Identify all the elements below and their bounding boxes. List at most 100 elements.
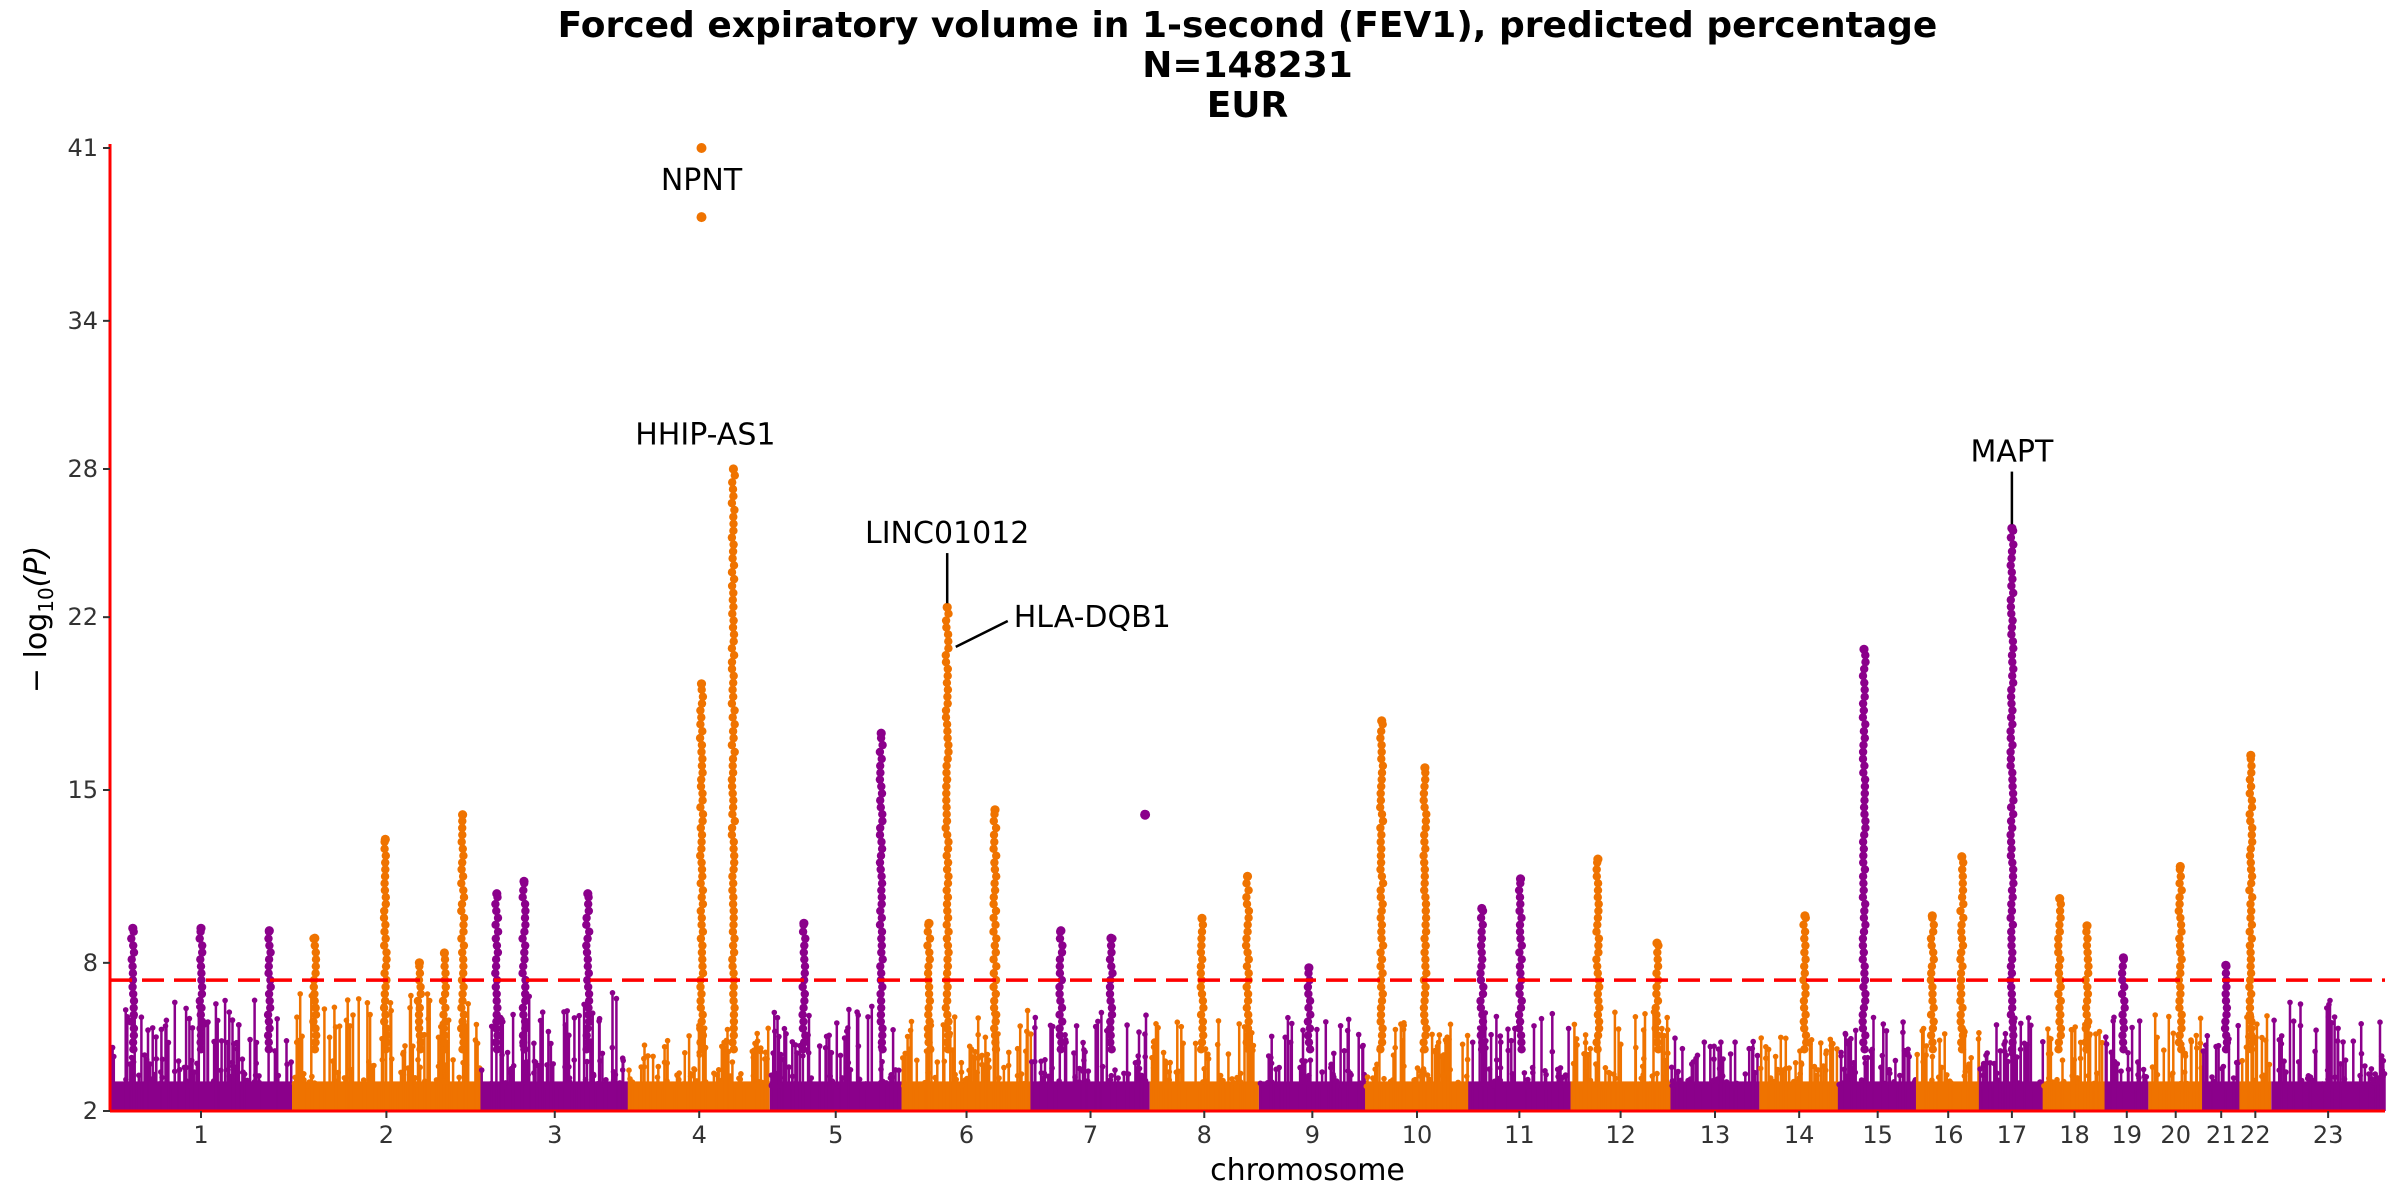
- snp-point: [1486, 1066, 1493, 1072]
- peak-snp-point: [1592, 1038, 1601, 1047]
- peak-snp-point: [2007, 941, 2016, 950]
- peak-snp-point: [2056, 1024, 2066, 1033]
- peak-snp-point: [798, 1045, 808, 1054]
- peak-snp-point: [728, 478, 737, 487]
- peak-snp-point: [2009, 810, 2018, 819]
- peak-snp-point: [1476, 975, 1486, 985]
- snp-point: [299, 1033, 305, 1040]
- snp-point: [1732, 1039, 1738, 1045]
- peak-snp-point: [521, 982, 530, 992]
- peak-snp-point: [1197, 934, 1206, 943]
- peak-snp-point: [2008, 1038, 2017, 1047]
- snp-point: [1396, 1081, 1403, 1087]
- snp-point: [1502, 1081, 1509, 1088]
- snp-point: [1701, 1039, 1708, 1045]
- peak-snp-point: [311, 955, 321, 964]
- snp-point: [294, 1014, 300, 1020]
- peak-snp-point: [2245, 996, 2254, 1006]
- peak-snp-point: [583, 934, 592, 943]
- peak-snp-point: [1860, 775, 1870, 784]
- peak-snp-point: [2246, 913, 2255, 923]
- peak-snp-point: [1198, 996, 1208, 1006]
- peak-snp-point: [439, 1010, 448, 1019]
- x-tick-label-chrom-6: 6: [959, 1121, 974, 1149]
- snp-point: [1774, 1066, 1781, 1073]
- peak-snp-point: [698, 899, 708, 909]
- peak-snp-point: [2007, 969, 2017, 978]
- snp-point: [846, 1006, 852, 1013]
- peak-snp-point: [1858, 713, 1868, 722]
- peak-snp-point: [2007, 906, 2017, 916]
- snp-point: [590, 1073, 597, 1079]
- peak-snp-point: [2247, 761, 2256, 770]
- peak-snp-point: [923, 927, 932, 936]
- peak-snp-point: [1859, 858, 1868, 867]
- peak-snp-point: [728, 623, 738, 632]
- snp-point: [2074, 1075, 2081, 1081]
- peak-snp-point: [875, 747, 885, 757]
- snp-point: [2362, 1063, 2368, 1069]
- snp-point: [1883, 1028, 1890, 1034]
- peak-snp-point: [1056, 1045, 1066, 1054]
- snp-point: [966, 1043, 973, 1050]
- peak-snp-point: [2006, 727, 2015, 736]
- peak-snp-point: [491, 969, 500, 978]
- peak-snp-point: [1861, 920, 1870, 929]
- snp-point: [1593, 1061, 1599, 1067]
- snp-point: [1024, 1028, 1030, 1035]
- snp-point: [147, 1061, 153, 1067]
- peak-snp-point: [2246, 975, 2255, 985]
- peak-snp-point: [1107, 1045, 1116, 1054]
- peak-snp-point: [459, 982, 468, 992]
- peak-snp-point: [1376, 803, 1385, 812]
- peak-snp-point: [1858, 934, 1868, 943]
- peak-snp-point: [727, 664, 737, 674]
- snp-point: [1225, 1051, 1232, 1057]
- snp-point: [1289, 1020, 1295, 1027]
- peak-snp-point: [943, 879, 953, 888]
- snp-point: [1661, 1057, 1668, 1064]
- snp-point: [2220, 1063, 2227, 1070]
- peak-snp-point: [941, 657, 951, 667]
- peak-snp-point: [942, 623, 951, 632]
- snp-point: [655, 1063, 662, 1070]
- peak-snp-point: [942, 851, 951, 860]
- snp-point: [2018, 1020, 2024, 1027]
- peak-snp-point: [128, 975, 138, 985]
- peak-snp-point: [989, 899, 998, 909]
- peak-snp-point: [1377, 810, 1387, 819]
- snp-point: [2313, 1027, 2319, 1033]
- peak-snp-point: [1197, 989, 1207, 999]
- peak-snp-point: [2008, 740, 2017, 750]
- peak-snp-point: [311, 1038, 320, 1047]
- peak-snp-point: [943, 955, 952, 964]
- snp-point: [2103, 1034, 2109, 1040]
- snp-point: [1178, 1023, 1185, 1030]
- peak-snp-point: [2081, 1024, 2090, 1033]
- peak-snp-point: [729, 512, 738, 522]
- peak-snp-point: [129, 1024, 139, 1033]
- snp-point: [1023, 1048, 1029, 1054]
- peak-snp-point: [875, 775, 885, 784]
- peak-snp-point: [1517, 955, 1526, 964]
- peak-snp-point: [1420, 1045, 1429, 1054]
- snp-point: [1532, 1081, 1539, 1088]
- peak-snp-point: [2007, 581, 2016, 591]
- snp-point: [2141, 1073, 2148, 1080]
- snp-point: [776, 1033, 782, 1040]
- peak-snp-point: [1592, 865, 1601, 874]
- peak-snp-point: [729, 844, 738, 853]
- snp-point: [1275, 1081, 1282, 1087]
- peak-snp-point: [1957, 1024, 1966, 1033]
- snp-point: [332, 1024, 339, 1030]
- peak-top-point: [380, 834, 390, 845]
- peak-snp-point: [459, 920, 468, 929]
- peak-snp-point: [582, 1031, 591, 1040]
- snp-point: [1076, 1065, 1083, 1072]
- peak-snp-point: [2056, 1031, 2065, 1040]
- peak-snp-point: [876, 1017, 885, 1026]
- peak-snp-point: [1420, 872, 1430, 881]
- snp-point: [806, 1012, 812, 1019]
- peak-snp-point: [521, 941, 530, 950]
- points-layer: [108, 143, 2388, 1111]
